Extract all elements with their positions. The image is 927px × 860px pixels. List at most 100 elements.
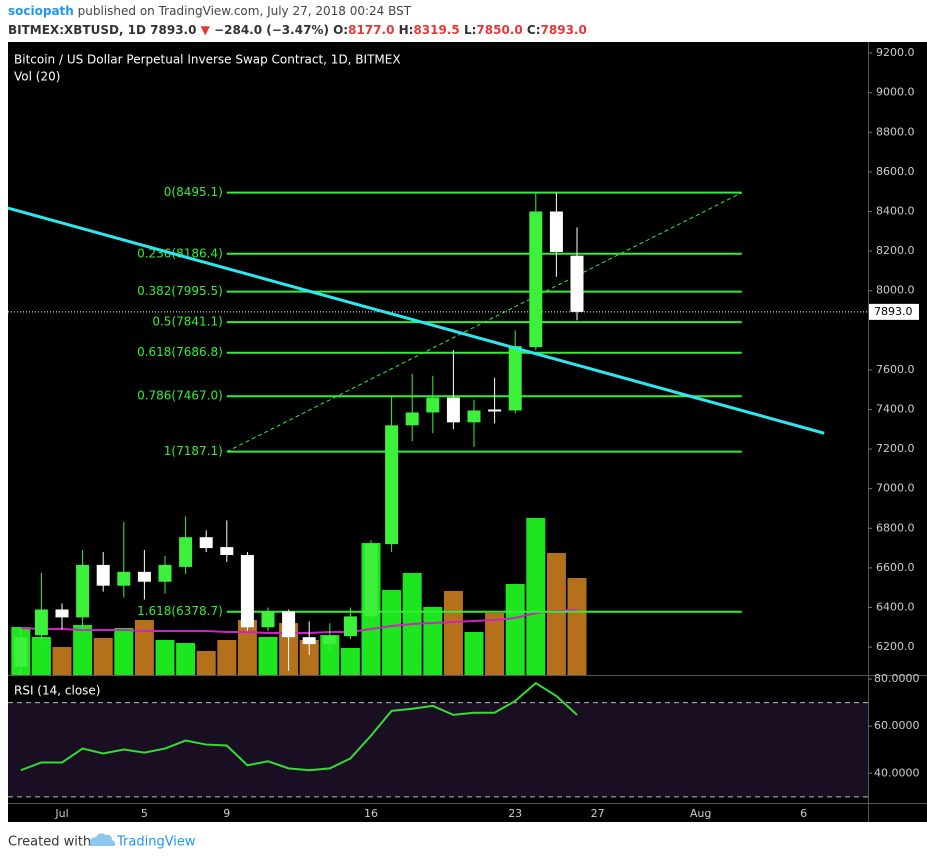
volume-label: Vol (20) [14, 70, 60, 84]
volume-bar [155, 640, 175, 675]
candle-body [405, 412, 419, 426]
candle-body [323, 636, 337, 645]
candle-body [426, 397, 440, 413]
ohlc-value: 7893.0 [541, 23, 587, 37]
rsi-tick-label: 40.0000 [874, 766, 920, 779]
header-line: sociopath published on TradingView.com, … [8, 4, 412, 18]
fib-label: 0.382(7995.5) [137, 284, 223, 298]
candle-body [549, 211, 563, 253]
symbol-line: BITMEX:XBTUSD, 1D 7893.0 ▼ −284.0 (−3.47… [8, 23, 587, 37]
candle-body [261, 611, 275, 628]
volume-bar [320, 635, 340, 675]
volume-bar [176, 643, 196, 675]
ohlc-value: 7850.0 [476, 23, 522, 37]
volume-bar [73, 625, 93, 675]
y-tick-label: 8200.0 [876, 244, 915, 257]
x-tick-label: 9 [223, 807, 230, 820]
ohlc-value: 8177.0 [348, 23, 394, 37]
y-tick-label: 9000.0 [876, 86, 915, 99]
volume-ma [20, 609, 578, 634]
volume-bar [196, 651, 216, 675]
fib-diagonal [226, 192, 743, 453]
candle-body [302, 637, 316, 645]
volume-bar [217, 640, 237, 675]
fib-label: 0.786(7467.0) [137, 389, 223, 403]
candle-body [529, 211, 543, 348]
volume-bar [114, 628, 134, 675]
candle-body [199, 537, 213, 549]
candle-body [14, 637, 28, 667]
candle-body [137, 571, 151, 582]
fib-label: 0.618(7686.8) [137, 345, 223, 359]
rsi-title: RSI (14, close) [14, 684, 100, 698]
candle-body [76, 564, 90, 618]
fib-label: 1.618(6378.7) [137, 604, 223, 618]
candle-body [570, 255, 584, 312]
fib-label: 0(8495.1) [164, 185, 223, 199]
y-tick-label: 7400.0 [876, 402, 915, 415]
axes: 9200.0 9000.0 8800.0 8600.0 8400.0 8200.0 8000… [54, 46, 919, 820]
x-tick-label: Aug [690, 807, 711, 820]
fib-label: 1(7187.1) [164, 444, 223, 458]
y-tick-label: 6400.0 [876, 600, 915, 613]
author[interactable]: sociopath [8, 4, 74, 18]
y-tick-label: 7000.0 [876, 482, 915, 495]
volume-bar [423, 607, 443, 675]
x-tick-label: 16 [364, 807, 378, 820]
ohlc: O:8177.0 H:8319.5 L:7850.0 C:7893.0 [333, 23, 587, 37]
volume-bar [382, 590, 402, 675]
candle-body [117, 571, 131, 586]
logo[interactable] [89, 833, 116, 846]
x-tick-label: 6 [800, 807, 807, 820]
last-price-box [869, 303, 919, 320]
candle-body [55, 609, 69, 618]
volume-bar [31, 637, 51, 675]
candle-body [282, 611, 296, 638]
last-price-label: 7893.0 [874, 305, 913, 318]
volume-bar [134, 620, 154, 675]
y-tick-label: 8000.0 [876, 284, 915, 297]
symbol: BITMEX:XBTUSD, 1D [8, 23, 146, 37]
ohlc-label: L: [464, 23, 476, 37]
x-tick-label: 5 [141, 807, 148, 820]
y-tick-label: 8600.0 [876, 165, 915, 178]
rsi-band [8, 702, 868, 797]
volume-bar [237, 620, 257, 675]
volume-bar [443, 591, 463, 675]
y-tick-label: 6600.0 [876, 561, 915, 574]
volume-bar [526, 518, 546, 675]
down-arrow: ▼ [201, 23, 211, 37]
chart-bg [8, 42, 927, 822]
candle-body [158, 564, 172, 582]
trendline [8, 206, 825, 435]
volume-bar [52, 647, 72, 675]
y-tick-label: 7200.0 [876, 442, 915, 455]
candle-body [364, 544, 378, 617]
y-tick-label: 7600.0 [876, 363, 915, 376]
y-tick-label: 6800.0 [876, 521, 915, 534]
volume-bar [567, 578, 587, 675]
candle-body [488, 409, 502, 412]
main-panel: 0(8495.1)0.236(8186.4)0.382(7995.5)0.5(7… [8, 185, 868, 675]
volume-bar [258, 637, 278, 675]
y-tick-label: 9200.0 [876, 46, 915, 59]
fib-label: 0.5(7841.1) [152, 315, 222, 329]
x-tick-label: 23 [508, 807, 522, 820]
candle-body [467, 410, 481, 423]
ohlc-label: H: [399, 23, 414, 37]
y-tick-label: 6200.0 [876, 640, 915, 653]
candle-body [385, 425, 399, 545]
volume-bar [299, 640, 319, 675]
candle-body [179, 537, 193, 567]
footer-brand[interactable]: TradingView [116, 835, 196, 850]
y-tick-label: 8400.0 [876, 204, 915, 217]
last: 7893.0 [150, 23, 196, 37]
rsi-panel [8, 681, 868, 798]
ohlc-value: 8319.5 [413, 23, 459, 37]
chart-title: Bitcoin / US Dollar Perpetual Inverse Sw… [14, 53, 401, 67]
x-tick-label: 27 [591, 807, 605, 820]
candle-body [446, 397, 460, 423]
candle-body [508, 346, 522, 411]
volume-bar [546, 553, 566, 675]
